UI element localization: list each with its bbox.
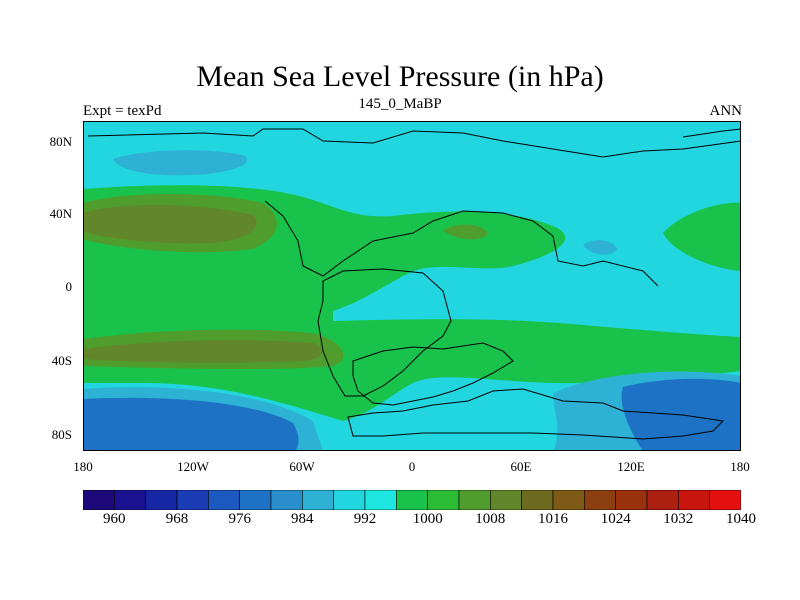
colorbar-label: 984 bbox=[291, 511, 314, 527]
colorbar-swatch bbox=[270, 490, 303, 510]
lon-label-120e: 120E bbox=[617, 459, 645, 474]
colorbar-label: 1040 bbox=[726, 511, 756, 527]
lat-label-80n: 80N bbox=[49, 134, 72, 149]
colorbar-label: 1024 bbox=[600, 511, 631, 527]
colorbar-swatch bbox=[678, 490, 710, 510]
colorbar-label: 1008 bbox=[475, 511, 506, 527]
colorbar-swatch bbox=[521, 490, 554, 510]
colorbar-label: 976 bbox=[228, 511, 251, 527]
colorbar-swatch bbox=[584, 490, 616, 510]
colorbar-label: 1000 bbox=[412, 511, 443, 527]
colorbar-swatch bbox=[458, 490, 491, 510]
colorbar-swatch bbox=[333, 490, 366, 510]
colorbar-swatch bbox=[145, 490, 178, 510]
pressure-band-1016-1024 bbox=[83, 340, 322, 363]
lat-label-40s: 40S bbox=[51, 353, 72, 368]
colorbar-swatch bbox=[646, 490, 679, 510]
season-label: ANN bbox=[709, 103, 743, 119]
colorbar-label: 992 bbox=[353, 511, 377, 527]
pressure-band-984-992 bbox=[583, 240, 617, 255]
colorbar-label: 960 bbox=[103, 511, 126, 527]
colorbar-label: 968 bbox=[165, 511, 189, 527]
colorbar-swatch bbox=[615, 490, 648, 510]
colorbar-swatch bbox=[239, 490, 272, 510]
colorbar-label: 1016 bbox=[538, 511, 568, 527]
colorbar-swatch bbox=[396, 490, 428, 510]
colorbar-swatch bbox=[552, 490, 585, 510]
colorbar bbox=[83, 490, 741, 510]
lon-label-60e: 60E bbox=[510, 459, 532, 474]
lat-label-40n: 40N bbox=[49, 206, 72, 221]
pressure-band-1016-1024 bbox=[259, 341, 291, 350]
pressure-band-984-992 bbox=[113, 150, 248, 176]
colorbar-swatch bbox=[208, 490, 240, 510]
lat-label-80s: 80S bbox=[51, 427, 72, 442]
colorbar-swatch bbox=[490, 490, 522, 510]
experiment-label: Expt = texPd bbox=[83, 103, 162, 119]
pressure-band-1008-1016 bbox=[443, 224, 488, 240]
continent-outlines bbox=[87, 128, 741, 440]
lon-label-0: 0 bbox=[408, 459, 416, 474]
pressure-band-976-984 bbox=[83, 397, 299, 451]
lon-label-180e: 180 bbox=[730, 459, 750, 474]
lon-label-180w: 180 bbox=[73, 459, 93, 474]
colorbar-swatch bbox=[114, 490, 146, 510]
colorbar-swatch bbox=[302, 490, 334, 510]
colorbar-swatch bbox=[427, 490, 460, 510]
time-period-label: 145_0_MaBP bbox=[358, 96, 442, 112]
lon-label-120w: 120W bbox=[177, 459, 209, 474]
colorbar-swatch bbox=[176, 490, 209, 510]
lat-label-0: 0 bbox=[65, 279, 73, 294]
map-frame bbox=[83, 121, 741, 451]
pressure-band-1016-1024 bbox=[83, 204, 257, 244]
lon-label-60w: 60W bbox=[289, 459, 315, 474]
colorbar-swatch bbox=[709, 490, 741, 510]
pressure-band-1000-1008 bbox=[663, 202, 741, 271]
colorbar-swatch bbox=[83, 490, 115, 510]
map-title: Mean Sea Level Pressure (in hPa) bbox=[196, 60, 604, 93]
pressure-map bbox=[83, 121, 741, 451]
colorbar-swatch bbox=[364, 490, 397, 510]
colorbar-label: 1032 bbox=[663, 511, 694, 527]
